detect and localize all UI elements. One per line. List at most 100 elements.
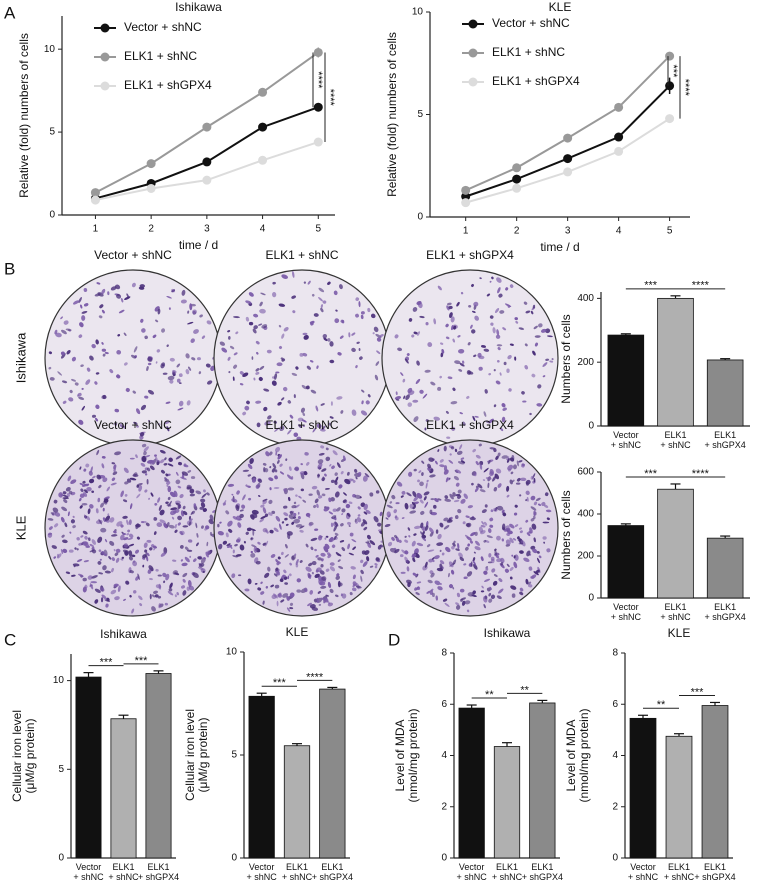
cell bbox=[424, 369, 431, 373]
cell bbox=[210, 365, 215, 371]
cell bbox=[495, 334, 501, 339]
cell bbox=[232, 516, 238, 520]
cell bbox=[242, 411, 247, 416]
cell bbox=[509, 566, 514, 571]
cell bbox=[444, 498, 452, 502]
cell bbox=[111, 477, 116, 481]
cell bbox=[71, 574, 76, 577]
cell bbox=[377, 529, 383, 532]
cell bbox=[375, 333, 382, 339]
significance-label: *** bbox=[273, 677, 287, 689]
cell bbox=[278, 324, 282, 328]
cell bbox=[80, 304, 83, 309]
cell bbox=[275, 560, 281, 564]
cell bbox=[92, 475, 96, 479]
cell bbox=[452, 559, 457, 565]
cell bbox=[308, 493, 313, 496]
cell bbox=[128, 519, 132, 526]
cell bbox=[129, 503, 133, 510]
y-axis-label: Numbers of cells bbox=[559, 490, 573, 579]
cell bbox=[479, 489, 486, 493]
cell bbox=[489, 524, 494, 528]
cell bbox=[530, 518, 535, 522]
cell bbox=[141, 470, 147, 474]
cell bbox=[526, 497, 529, 502]
cell bbox=[339, 284, 343, 290]
cell bbox=[297, 417, 304, 422]
cell bbox=[80, 364, 84, 368]
cell bbox=[474, 315, 479, 321]
cell bbox=[134, 549, 140, 554]
cell bbox=[295, 558, 299, 566]
cell bbox=[533, 510, 536, 516]
cell bbox=[509, 537, 514, 544]
cell bbox=[257, 587, 262, 591]
cell bbox=[403, 395, 406, 400]
cell bbox=[293, 512, 297, 517]
cell bbox=[274, 475, 278, 480]
cell bbox=[519, 550, 524, 554]
cell bbox=[147, 569, 152, 574]
cell bbox=[98, 484, 102, 489]
cell bbox=[466, 395, 470, 399]
cell bbox=[452, 338, 455, 343]
cell bbox=[316, 365, 319, 369]
cell bbox=[198, 371, 202, 375]
cell bbox=[88, 470, 93, 476]
cell bbox=[258, 376, 263, 382]
cell bbox=[316, 423, 322, 429]
cell bbox=[244, 405, 250, 411]
cell bbox=[449, 312, 453, 318]
cell bbox=[490, 559, 495, 564]
cell bbox=[277, 454, 282, 460]
cell bbox=[129, 594, 132, 598]
cell bbox=[302, 412, 306, 416]
cell bbox=[174, 594, 177, 598]
cell bbox=[63, 320, 69, 325]
cell bbox=[474, 415, 479, 418]
cell bbox=[457, 509, 462, 514]
cell bbox=[461, 600, 466, 606]
cell bbox=[132, 474, 139, 478]
cell bbox=[472, 559, 477, 566]
y-tick-label: 400 bbox=[577, 293, 594, 304]
x-tick-label: 2 bbox=[148, 224, 154, 235]
cell bbox=[331, 465, 335, 470]
cell bbox=[322, 333, 327, 339]
x-tick-label: ELK1 + shNC bbox=[281, 862, 313, 882]
cell bbox=[394, 334, 399, 339]
cell bbox=[396, 481, 403, 487]
cell bbox=[273, 527, 279, 533]
cell bbox=[422, 526, 425, 531]
cell bbox=[176, 378, 181, 383]
cell bbox=[450, 401, 458, 405]
cell bbox=[497, 360, 500, 363]
cell bbox=[101, 342, 104, 345]
cell bbox=[509, 576, 513, 580]
cell bbox=[315, 405, 319, 412]
cell bbox=[508, 388, 512, 392]
cell bbox=[81, 315, 86, 321]
cell bbox=[551, 358, 554, 361]
cell bbox=[61, 329, 67, 335]
cell bbox=[514, 356, 517, 361]
point bbox=[563, 167, 573, 177]
cell bbox=[71, 356, 77, 362]
cell bbox=[177, 485, 182, 489]
cell bbox=[78, 297, 82, 304]
cell bbox=[107, 513, 110, 516]
cell bbox=[533, 325, 538, 330]
cell bbox=[445, 323, 449, 328]
cell bbox=[405, 394, 410, 401]
cell bbox=[260, 515, 267, 520]
cell bbox=[82, 577, 87, 582]
cell bbox=[439, 563, 443, 570]
cell bbox=[198, 562, 205, 568]
cell bbox=[105, 519, 110, 523]
cell bbox=[344, 478, 351, 485]
cell bbox=[88, 478, 95, 484]
cell bbox=[259, 308, 266, 314]
cell bbox=[87, 575, 93, 580]
x-tick-label: ELK1 + shGPX4 bbox=[704, 430, 746, 450]
